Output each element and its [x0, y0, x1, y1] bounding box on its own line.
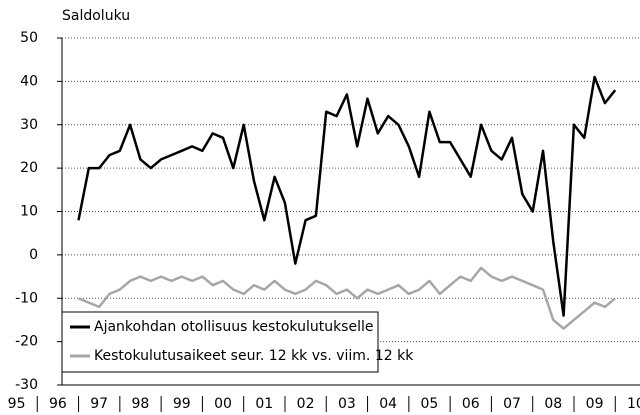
- x-tick-label: 02: [297, 396, 315, 412]
- x-tick-label: 06: [462, 396, 480, 412]
- y-tick-label: -30: [15, 377, 38, 393]
- legend-label: Kestokulutusaikeet seur. 12 kk vs. viim.…: [94, 348, 414, 364]
- x-tick-label: 05: [421, 396, 439, 412]
- x-tick-label: 09: [586, 396, 604, 412]
- x-tick-label: 00: [214, 396, 232, 412]
- x-tick-label: 07: [503, 396, 521, 412]
- x-tick-label: 04: [379, 396, 397, 412]
- legend-label: Ajankohdan otollisuus kestokulutukselle: [94, 319, 373, 335]
- y-tick-label: 50: [20, 30, 38, 46]
- x-tick-label: 08: [544, 396, 562, 412]
- legend-box: [61, 311, 379, 373]
- x-tick-label: 98: [132, 396, 150, 412]
- y-tick-label: -10: [15, 290, 38, 306]
- x-tick-label: 95: [8, 396, 26, 412]
- x-tick-label: 97: [90, 396, 108, 412]
- x-tick-label: 10: [627, 396, 640, 412]
- x-tick-label: 96: [49, 396, 67, 412]
- x-tick-label: 01: [255, 396, 273, 412]
- y-tick-label: 30: [20, 117, 38, 133]
- y-tick-label: 40: [20, 73, 38, 89]
- series-line: [77, 75, 617, 317]
- y-tick-label: 20: [20, 160, 38, 176]
- y-tick-label: 10: [20, 204, 38, 220]
- y-tick-label: -20: [15, 334, 38, 350]
- y-axis-label: Saldoluku: [62, 8, 130, 24]
- x-tick-label: 99: [173, 396, 191, 412]
- x-tick-label: 03: [338, 396, 356, 412]
- series-line: [78, 266, 617, 330]
- y-tick-label: 0: [29, 247, 38, 263]
